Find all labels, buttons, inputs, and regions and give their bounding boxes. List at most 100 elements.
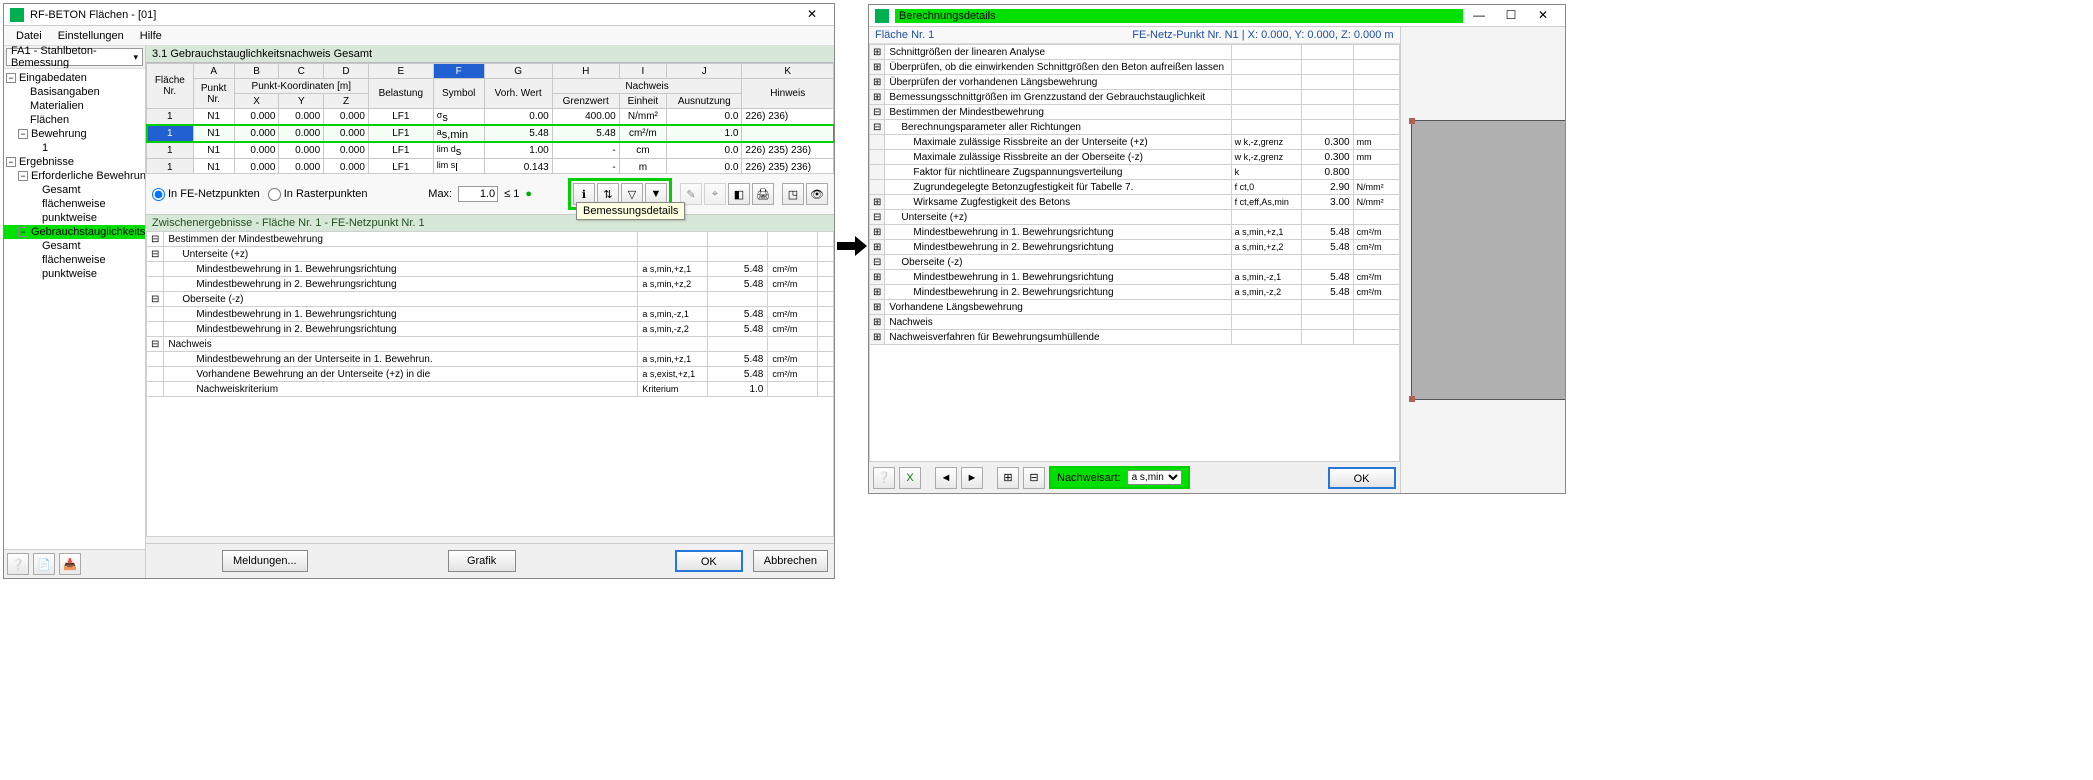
tree-item[interactable]: Materialien [4, 99, 145, 113]
main-window: RF-BETON Flächen - [01] ✕ Datei Einstell… [3, 3, 835, 579]
case-combo[interactable]: FA1 - Stahlbeton-Bemessung ▾ [6, 48, 143, 66]
detail-row[interactable]: Maximale zulässige Rissbreite an der Unt… [870, 135, 1400, 150]
tree-item[interactable]: −Bewehrung [4, 127, 145, 141]
help-icon[interactable]: ❔ [873, 467, 895, 489]
tree-item[interactable]: 1 [4, 141, 145, 155]
detail-row[interactable]: ⊞Überprüfen, ob die einwirkenden Schnitt… [870, 60, 1400, 75]
nachweis-select[interactable]: a s,min [1127, 470, 1182, 485]
detail-row[interactable]: ⊞Mindestbewehrung in 2. Bewehrungsrichtu… [870, 285, 1400, 300]
grid-toolbar: In FE-Netzpunkten In Rasterpunkten Max: … [146, 173, 834, 215]
tree-item[interactable]: Gesamt [4, 239, 145, 253]
tree-item[interactable]: flächenweise [4, 197, 145, 211]
detail-row[interactable]: ⊟Unterseite (+z) [870, 210, 1400, 225]
inter-row[interactable]: Vorhandene Bewehrung an der Unterseite (… [147, 367, 834, 382]
radio-fe-points[interactable]: In FE-Netzpunkten [152, 188, 260, 201]
intermediate-title: Zwischenergebnisse - Fläche Nr. 1 - FE-N… [146, 215, 834, 231]
detail-row[interactable]: ⊞Schnittgrößen der linearen Analyse [870, 45, 1400, 60]
table-row[interactable]: 1N10.0000.0000.000LF1lim ds1.00-cm0.0226… [147, 142, 834, 159]
tree-item[interactable]: punktweise [4, 211, 145, 225]
inter-row[interactable]: ⊟Bestimmen der Mindestbewehrung [147, 232, 834, 247]
table-row[interactable]: 1N10.0000.0000.000LF1lim sl0.143-m0.0226… [147, 159, 834, 173]
detail-row[interactable]: ⊞Nachweisverfahren für Bewehrungsumhülle… [870, 330, 1400, 345]
detail-surface-label: Fläche Nr. 1 [875, 29, 934, 41]
ok-button[interactable]: OK [1328, 467, 1396, 489]
detail-row[interactable]: ⊟Berechnungsparameter aller Richtungen [870, 120, 1400, 135]
import-icon[interactable]: 📥 [59, 553, 81, 575]
tool-icon-3[interactable]: ◧ [728, 183, 750, 205]
table-row[interactable]: 1N10.0000.0000.000LF1σs0.00400.00N/mm²0.… [147, 109, 834, 126]
inter-row[interactable]: ⊟Unterseite (+z) [147, 247, 834, 262]
combo-value: FA1 - Stahlbeton-Bemessung [11, 46, 133, 69]
detail-tree-grid[interactable]: ⊞Schnittgrößen der linearen Analyse⊞Über… [869, 44, 1400, 461]
close-icon[interactable]: ✕ [1527, 6, 1559, 26]
export-icon[interactable]: 📄 [33, 553, 55, 575]
detail-toolbar: ❔ X ◄ ► ⊞ ⊟ Nachweisart: a s,min OK [869, 461, 1400, 493]
next-icon[interactable]: ► [961, 467, 983, 489]
button-bar: Meldungen... Grafik OK Abbrechen [146, 543, 834, 578]
detail-row[interactable]: ⊞Vorhandene Längsbewehrung [870, 300, 1400, 315]
tree-item[interactable]: Gesamt [4, 183, 145, 197]
help-icon[interactable]: ❔ [7, 553, 29, 575]
tree-item[interactable]: −Ergebnisse [4, 155, 145, 169]
eye-icon[interactable]: 👁 [806, 183, 828, 205]
view-icon-1[interactable]: ◳ [782, 183, 804, 205]
ok-button[interactable]: OK [675, 550, 743, 572]
table-row[interactable]: 1N10.0000.0000.000LF1as,min5.485.48cm²/m… [147, 125, 834, 142]
tree-item[interactable]: punktweise [4, 267, 145, 281]
prev-icon[interactable]: ◄ [935, 467, 957, 489]
detail-row[interactable]: ⊞Nachweis [870, 315, 1400, 330]
inter-row[interactable]: Mindestbewehrung in 1. Bewehrungsrichtun… [147, 307, 834, 322]
detail-row[interactable]: ⊟Bestimmen der Mindestbewehrung [870, 105, 1400, 120]
menu-hilfe[interactable]: Hilfe [132, 30, 170, 42]
details-window: Berechnungsdetails — ☐ ✕ Fläche Nr. 1 FE… [868, 4, 1566, 494]
tree-item[interactable]: −Erforderliche Bewehrung [4, 169, 145, 183]
inter-row[interactable]: Mindestbewehrung in 1. Bewehrungsrichtun… [147, 262, 834, 277]
radio-raster-points[interactable]: In Rasterpunkten [268, 188, 368, 201]
cancel-button[interactable]: Abbrechen [753, 550, 828, 572]
nachweis-selector: Nachweisart: a s,min [1049, 466, 1190, 489]
detail-row[interactable]: Zugrundegelegte Betonzugfestigkeit für T… [870, 180, 1400, 195]
inter-row[interactable]: Mindestbewehrung in 2. Bewehrungsrichtun… [147, 277, 834, 292]
status-ok-icon: ● [525, 188, 532, 200]
detail-row[interactable]: Faktor für nichtlineare Zugspannungsvert… [870, 165, 1400, 180]
menu-einstellungen[interactable]: Einstellungen [50, 30, 132, 42]
inter-row[interactable]: Mindestbewehrung in 2. Bewehrungsrichtun… [147, 322, 834, 337]
grafik-button[interactable]: Grafik [448, 550, 516, 572]
expand-all-icon[interactable]: ⊞ [997, 467, 1019, 489]
inter-row[interactable]: ⊟Nachweis [147, 337, 834, 352]
inter-row[interactable]: Mindestbewehrung an der Unterseite in 1.… [147, 352, 834, 367]
menu-datei[interactable]: Datei [8, 30, 50, 42]
detail-row[interactable]: ⊞Mindestbewehrung in 2. Bewehrungsrichtu… [870, 240, 1400, 255]
results-grid[interactable]: FlächeNr.ABCDEFGHIJKPunktNr.Punkt-Koordi… [146, 63, 834, 173]
collapse-all-icon[interactable]: ⊟ [1023, 467, 1045, 489]
detail-row[interactable]: ⊟Oberseite (-z) [870, 255, 1400, 270]
maximize-icon[interactable]: ☐ [1495, 6, 1527, 26]
detail-row[interactable]: ⊞Mindestbewehrung in 1. Bewehrungsrichtu… [870, 225, 1400, 240]
excel-icon[interactable]: X [899, 467, 921, 489]
tree-item[interactable]: −Eingabedaten [4, 71, 145, 85]
nav-tree[interactable]: −EingabedatenBasisangabenMaterialienFläc… [4, 68, 145, 549]
close-icon[interactable]: ✕ [796, 5, 828, 25]
detail-row[interactable]: ⊞Überprüfen der vorhandenen Längsbewehru… [870, 75, 1400, 90]
menubar: Datei Einstellungen Hilfe [4, 26, 834, 46]
tree-item[interactable]: Flächen [4, 113, 145, 127]
detail-row[interactable]: Maximale zulässige Rissbreite an der Obe… [870, 150, 1400, 165]
inter-row[interactable]: NachweiskriteriumKriterium1.0 [147, 382, 834, 397]
tree-item[interactable]: flächenweise [4, 253, 145, 267]
navigation-pane: FA1 - Stahlbeton-Bemessung ▾ −Eingabedat… [4, 46, 146, 578]
tool-icon-4[interactable]: 🖨 [752, 183, 774, 205]
intermediate-grid[interactable]: ⊟Bestimmen der Mindestbewehrung⊟Untersei… [146, 231, 834, 537]
detail-row[interactable]: ⊞Bemessungsschnittgrößen im Grenzzustand… [870, 90, 1400, 105]
detail-header: Fläche Nr. 1 FE-Netz-Punkt Nr. N1 | X: 0… [869, 27, 1400, 44]
detail-row[interactable]: ⊞Mindestbewehrung in 1. Bewehrungsrichtu… [870, 270, 1400, 285]
max-input[interactable] [458, 186, 498, 202]
details-title: Berechnungsdetails [895, 9, 1463, 23]
meldungen-button[interactable]: Meldungen... [222, 550, 308, 572]
tooltip-bemessungsdetails: Bemessungsdetails [576, 202, 685, 220]
inter-row[interactable]: ⊟Oberseite (-z) [147, 292, 834, 307]
tree-item[interactable]: Basisangaben [4, 85, 145, 99]
nav-toolbar: ❔ 📄 📥 [4, 549, 145, 578]
detail-row[interactable]: ⊞Wirksame Zugfestigkeit des Betonsf ct,e… [870, 195, 1400, 210]
tree-item[interactable]: −Gebrauchstauglichkeitsnachweis [4, 225, 145, 239]
minimize-icon[interactable]: — [1463, 6, 1495, 26]
